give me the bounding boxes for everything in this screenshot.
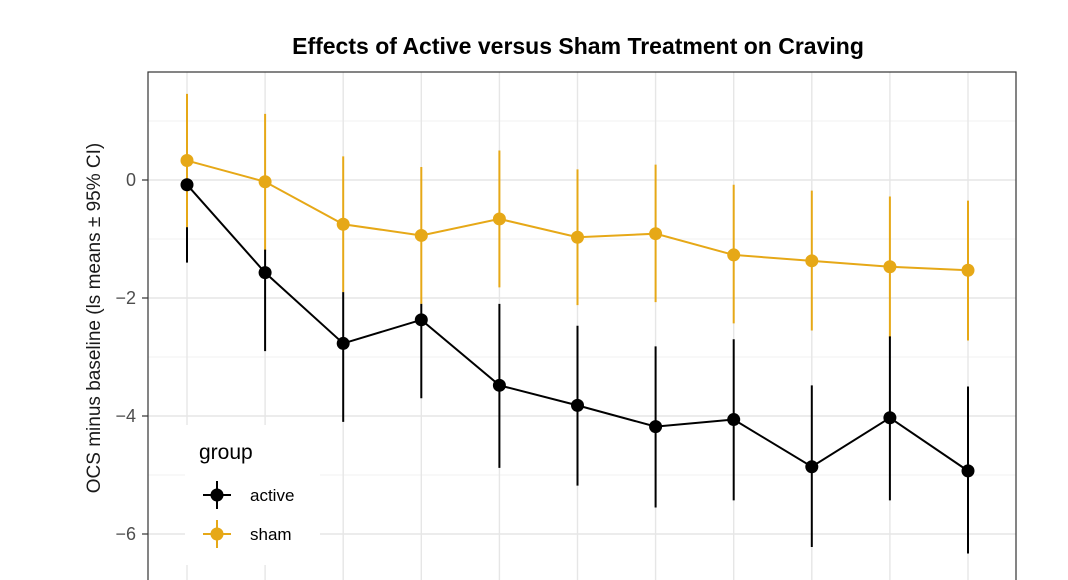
data-point [492,378,506,392]
data-point [883,411,897,425]
legend-key-point [210,488,224,502]
data-point [805,254,819,268]
data-point [180,154,194,168]
data-point [258,266,272,280]
data-point [336,336,350,350]
data-point [571,398,584,412]
data-point [180,178,194,192]
legend-label: active [250,486,294,505]
legend-label: sham [250,525,292,544]
data-point [961,263,975,277]
data-point [805,460,819,474]
data-point [883,260,897,274]
data-point [727,413,741,427]
data-point [414,228,428,242]
series-active [180,178,975,554]
panel-border [147,71,1017,580]
legend-item-active: active [203,481,294,509]
y-tick-label: 0 [126,170,136,190]
chart-title: Effects of Active versus Sham Treatment … [292,33,864,59]
data-point [649,420,663,434]
y-tick-label: −6 [115,524,136,544]
legend-item-sham: sham [203,520,292,548]
series-layer [180,93,975,554]
data-point [649,227,663,241]
legend: group active sham [185,425,320,565]
legend-title: group [199,441,253,464]
y-tick-label: −2 [115,288,136,308]
data-point [336,217,350,231]
y-tick-label: −4 [115,406,136,426]
data-point [571,230,584,244]
y-axis-title: OCS minus baseline (ls means ± 95% CI) [84,143,105,493]
data-point [492,212,506,226]
legend-key-point [210,527,224,541]
data-point [727,248,741,262]
y-axis: 0 −2 −4 −6 [115,170,148,544]
series-sham [180,93,975,341]
data-point [414,313,428,327]
data-point [961,464,975,478]
data-point [258,175,272,189]
